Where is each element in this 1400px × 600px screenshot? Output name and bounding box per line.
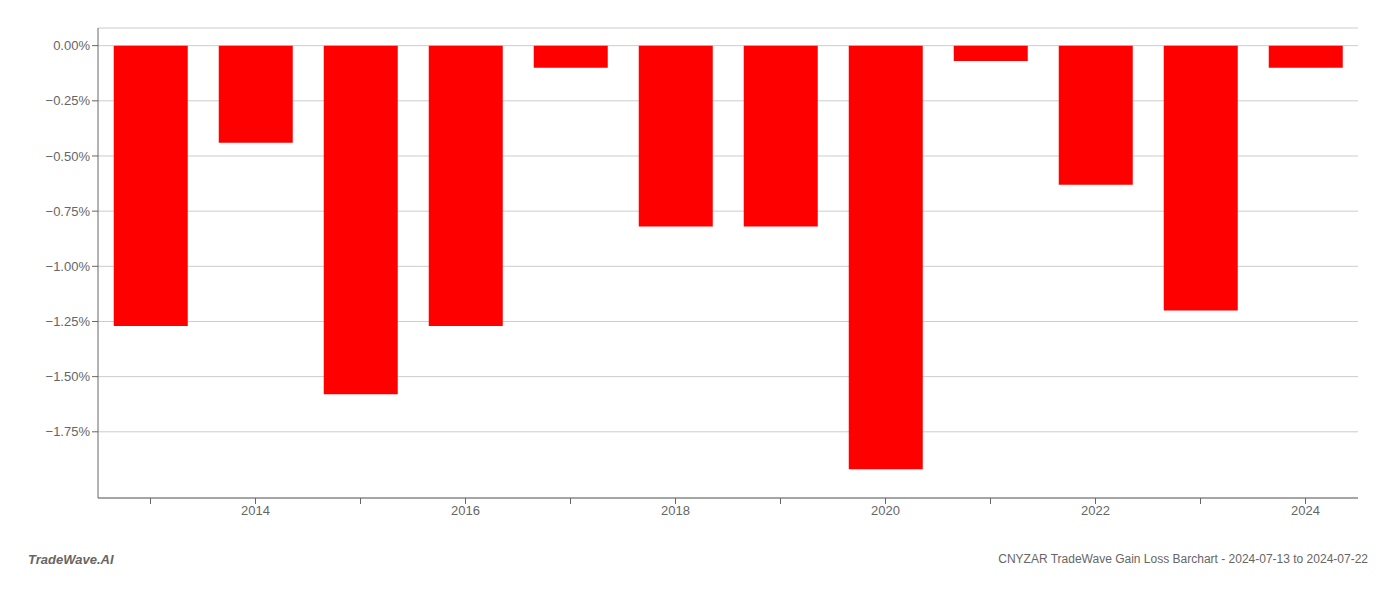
svg-text:−1.25%: −1.25%	[46, 314, 91, 329]
svg-text:−0.50%: −0.50%	[46, 149, 91, 164]
svg-text:0.00%: 0.00%	[53, 38, 90, 53]
svg-text:2020: 2020	[871, 503, 900, 518]
svg-text:−1.75%: −1.75%	[46, 424, 91, 439]
svg-text:2024: 2024	[1291, 503, 1320, 518]
svg-text:−0.75%: −0.75%	[46, 204, 91, 219]
html-text:TradeWave.AI: TradeWave.AI	[28, 552, 114, 567]
svg-text:−0.25%: −0.25%	[46, 93, 91, 108]
svg-text:−1.00%: −1.00%	[46, 259, 91, 274]
svg-text:−1.50%: −1.50%	[46, 369, 91, 384]
html-text:CNYZAR TradeWave Gain Loss Bar: CNYZAR TradeWave Gain Loss Barchart - 20…	[998, 552, 1368, 566]
svg-text:2022: 2022	[1081, 503, 1110, 518]
svg-text:2014: 2014	[241, 503, 270, 518]
svg-text:2018: 2018	[661, 503, 690, 518]
svg-text:2016: 2016	[451, 503, 480, 518]
